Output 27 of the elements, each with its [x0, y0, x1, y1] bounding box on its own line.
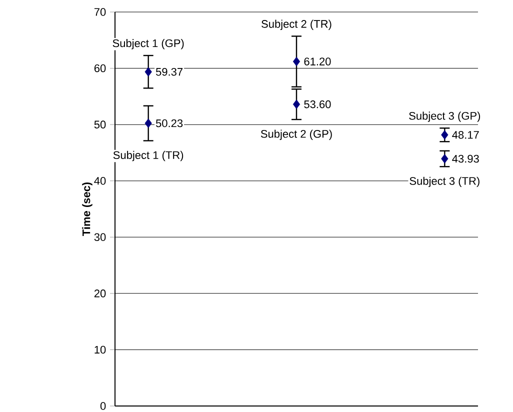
- series-label: Subject 3 (TR): [410, 176, 480, 188]
- point: [144, 67, 152, 77]
- data-label: 48.17: [452, 130, 479, 139]
- y-tick-label: 50: [94, 120, 106, 128]
- text: Subject 2 (TR): [262, 20, 332, 30]
- data-label: 61.20: [304, 58, 331, 66]
- y-axis-title: Time (sec): [82, 182, 92, 236]
- y-tick-label: 10: [94, 346, 106, 354]
- text: Subject 2 (GP): [260, 130, 332, 140]
- text: Subject 1 (TR): [113, 150, 184, 162]
- y-tick-label: 0: [100, 402, 106, 410]
- point: [292, 100, 300, 110]
- point: [441, 154, 448, 164]
- y-tick-label: 70: [94, 8, 106, 16]
- y-tick-label: 30: [94, 233, 106, 242]
- data-label: 50.23: [156, 119, 183, 128]
- text: Subject 1 (GP): [112, 39, 184, 50]
- y-tick-label: 60: [94, 64, 106, 72]
- series-label: Subject 3 (GP): [409, 112, 480, 122]
- y-tick-label: 20: [94, 290, 106, 298]
- y-tick-label: 40: [94, 176, 106, 185]
- data-label: 43.93: [452, 154, 479, 163]
- point: [441, 130, 448, 140]
- data-label: 53.60: [304, 100, 331, 108]
- point: [292, 56, 300, 66]
- data-label: 59.37: [156, 68, 183, 76]
- point: [144, 118, 152, 128]
